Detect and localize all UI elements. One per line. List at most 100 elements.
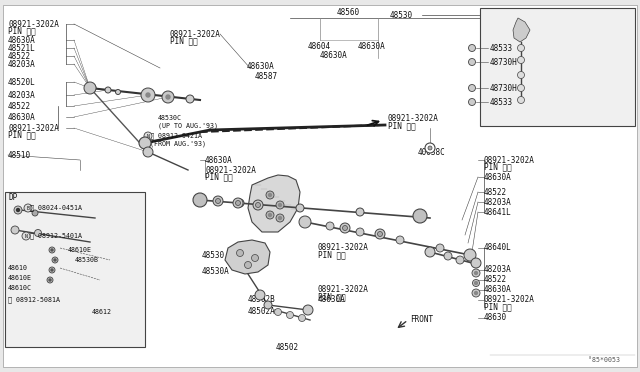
Circle shape (468, 84, 476, 92)
Text: ⓝ 08912-5081A: ⓝ 08912-5081A (8, 297, 60, 303)
Circle shape (375, 229, 385, 239)
Circle shape (415, 211, 425, 221)
Text: 48641L: 48641L (484, 208, 512, 217)
Circle shape (236, 201, 241, 205)
Text: (FROM AUG.'93): (FROM AUG.'93) (150, 141, 206, 147)
Text: 48522: 48522 (8, 102, 31, 110)
Text: 48530: 48530 (390, 10, 413, 19)
Text: 48520L: 48520L (8, 77, 36, 87)
Text: 48630A: 48630A (205, 155, 233, 164)
Circle shape (166, 95, 170, 99)
Circle shape (143, 147, 153, 157)
Text: 48502: 48502 (276, 343, 299, 353)
Text: PIN ビン: PIN ビン (8, 131, 36, 140)
Text: PIN ビン: PIN ビン (318, 250, 346, 260)
Circle shape (444, 252, 452, 260)
Circle shape (51, 269, 53, 271)
Text: 48630A: 48630A (358, 42, 386, 51)
Circle shape (436, 244, 444, 252)
Circle shape (340, 223, 350, 233)
Polygon shape (248, 175, 300, 232)
Circle shape (144, 132, 152, 140)
Text: °85*0053: °85*0053 (588, 357, 620, 363)
Circle shape (413, 209, 427, 223)
Circle shape (22, 232, 30, 240)
Circle shape (472, 289, 480, 297)
Circle shape (143, 90, 153, 100)
Text: 08921-3202A: 08921-3202A (170, 29, 221, 38)
Text: 48203A: 48203A (484, 198, 512, 206)
Circle shape (396, 236, 404, 244)
Text: 08921-3202A: 08921-3202A (318, 244, 369, 253)
Circle shape (456, 256, 464, 264)
Circle shape (356, 228, 364, 236)
Circle shape (141, 88, 155, 102)
Circle shape (428, 146, 432, 150)
Circle shape (264, 301, 272, 309)
Circle shape (464, 249, 476, 261)
Circle shape (163, 92, 173, 102)
Text: PIN ビン: PIN ビン (484, 302, 512, 311)
Text: 08921-3202A: 08921-3202A (388, 113, 439, 122)
Polygon shape (225, 240, 270, 274)
Text: 48203A: 48203A (484, 266, 512, 275)
Text: 08921-3202A: 08921-3202A (318, 285, 369, 295)
Circle shape (17, 208, 19, 212)
Circle shape (269, 214, 271, 217)
Circle shape (84, 82, 96, 94)
Text: PIN ビン: PIN ビン (205, 173, 233, 182)
Text: 48612: 48612 (92, 309, 112, 315)
Circle shape (425, 247, 435, 257)
Circle shape (518, 71, 525, 78)
Circle shape (326, 222, 334, 230)
Circle shape (47, 277, 53, 283)
Text: 48730H: 48730H (490, 83, 518, 93)
Circle shape (287, 311, 294, 318)
Text: 08921-3202A: 08921-3202A (8, 19, 59, 29)
Circle shape (213, 196, 223, 206)
Circle shape (49, 267, 55, 273)
Circle shape (266, 211, 274, 219)
Text: 48530: 48530 (202, 251, 225, 260)
Text: 48533: 48533 (490, 44, 513, 52)
Text: 48630: 48630 (484, 314, 507, 323)
Circle shape (244, 262, 252, 269)
Text: 48630A: 48630A (247, 61, 275, 71)
Text: 48203A: 48203A (8, 60, 36, 68)
Text: N: N (24, 234, 28, 238)
Text: 48610: 48610 (8, 265, 28, 271)
Circle shape (472, 269, 480, 277)
Circle shape (275, 308, 282, 315)
Circle shape (88, 84, 96, 92)
Text: 48630A: 48630A (484, 285, 512, 295)
Circle shape (378, 231, 383, 237)
Text: 08921-3202A: 08921-3202A (484, 295, 535, 305)
Circle shape (474, 292, 477, 295)
Circle shape (269, 193, 271, 196)
Circle shape (24, 204, 32, 212)
Text: 48510: 48510 (8, 151, 31, 160)
Text: 48630A: 48630A (484, 173, 512, 182)
Circle shape (518, 57, 525, 64)
Text: 08921-3202A: 08921-3202A (205, 166, 256, 174)
Text: 48587: 48587 (255, 71, 278, 80)
Circle shape (468, 58, 476, 65)
Text: PIN ビン: PIN ビン (484, 163, 512, 171)
Circle shape (276, 201, 284, 209)
Circle shape (255, 202, 260, 208)
Circle shape (236, 199, 244, 207)
Text: 48522: 48522 (484, 276, 507, 285)
Text: PIN ビン: PIN ビン (318, 292, 346, 301)
Circle shape (518, 45, 525, 51)
Circle shape (266, 191, 274, 199)
Circle shape (278, 217, 282, 219)
Circle shape (518, 96, 525, 103)
Text: 48521L: 48521L (8, 44, 36, 52)
Circle shape (195, 195, 205, 205)
Circle shape (472, 279, 479, 286)
Circle shape (193, 193, 207, 207)
Circle shape (255, 290, 265, 300)
Text: ⓝ 08912-9421A: ⓝ 08912-9421A (150, 133, 202, 139)
Circle shape (471, 258, 481, 268)
Text: PIN ビン: PIN ビン (8, 26, 36, 35)
